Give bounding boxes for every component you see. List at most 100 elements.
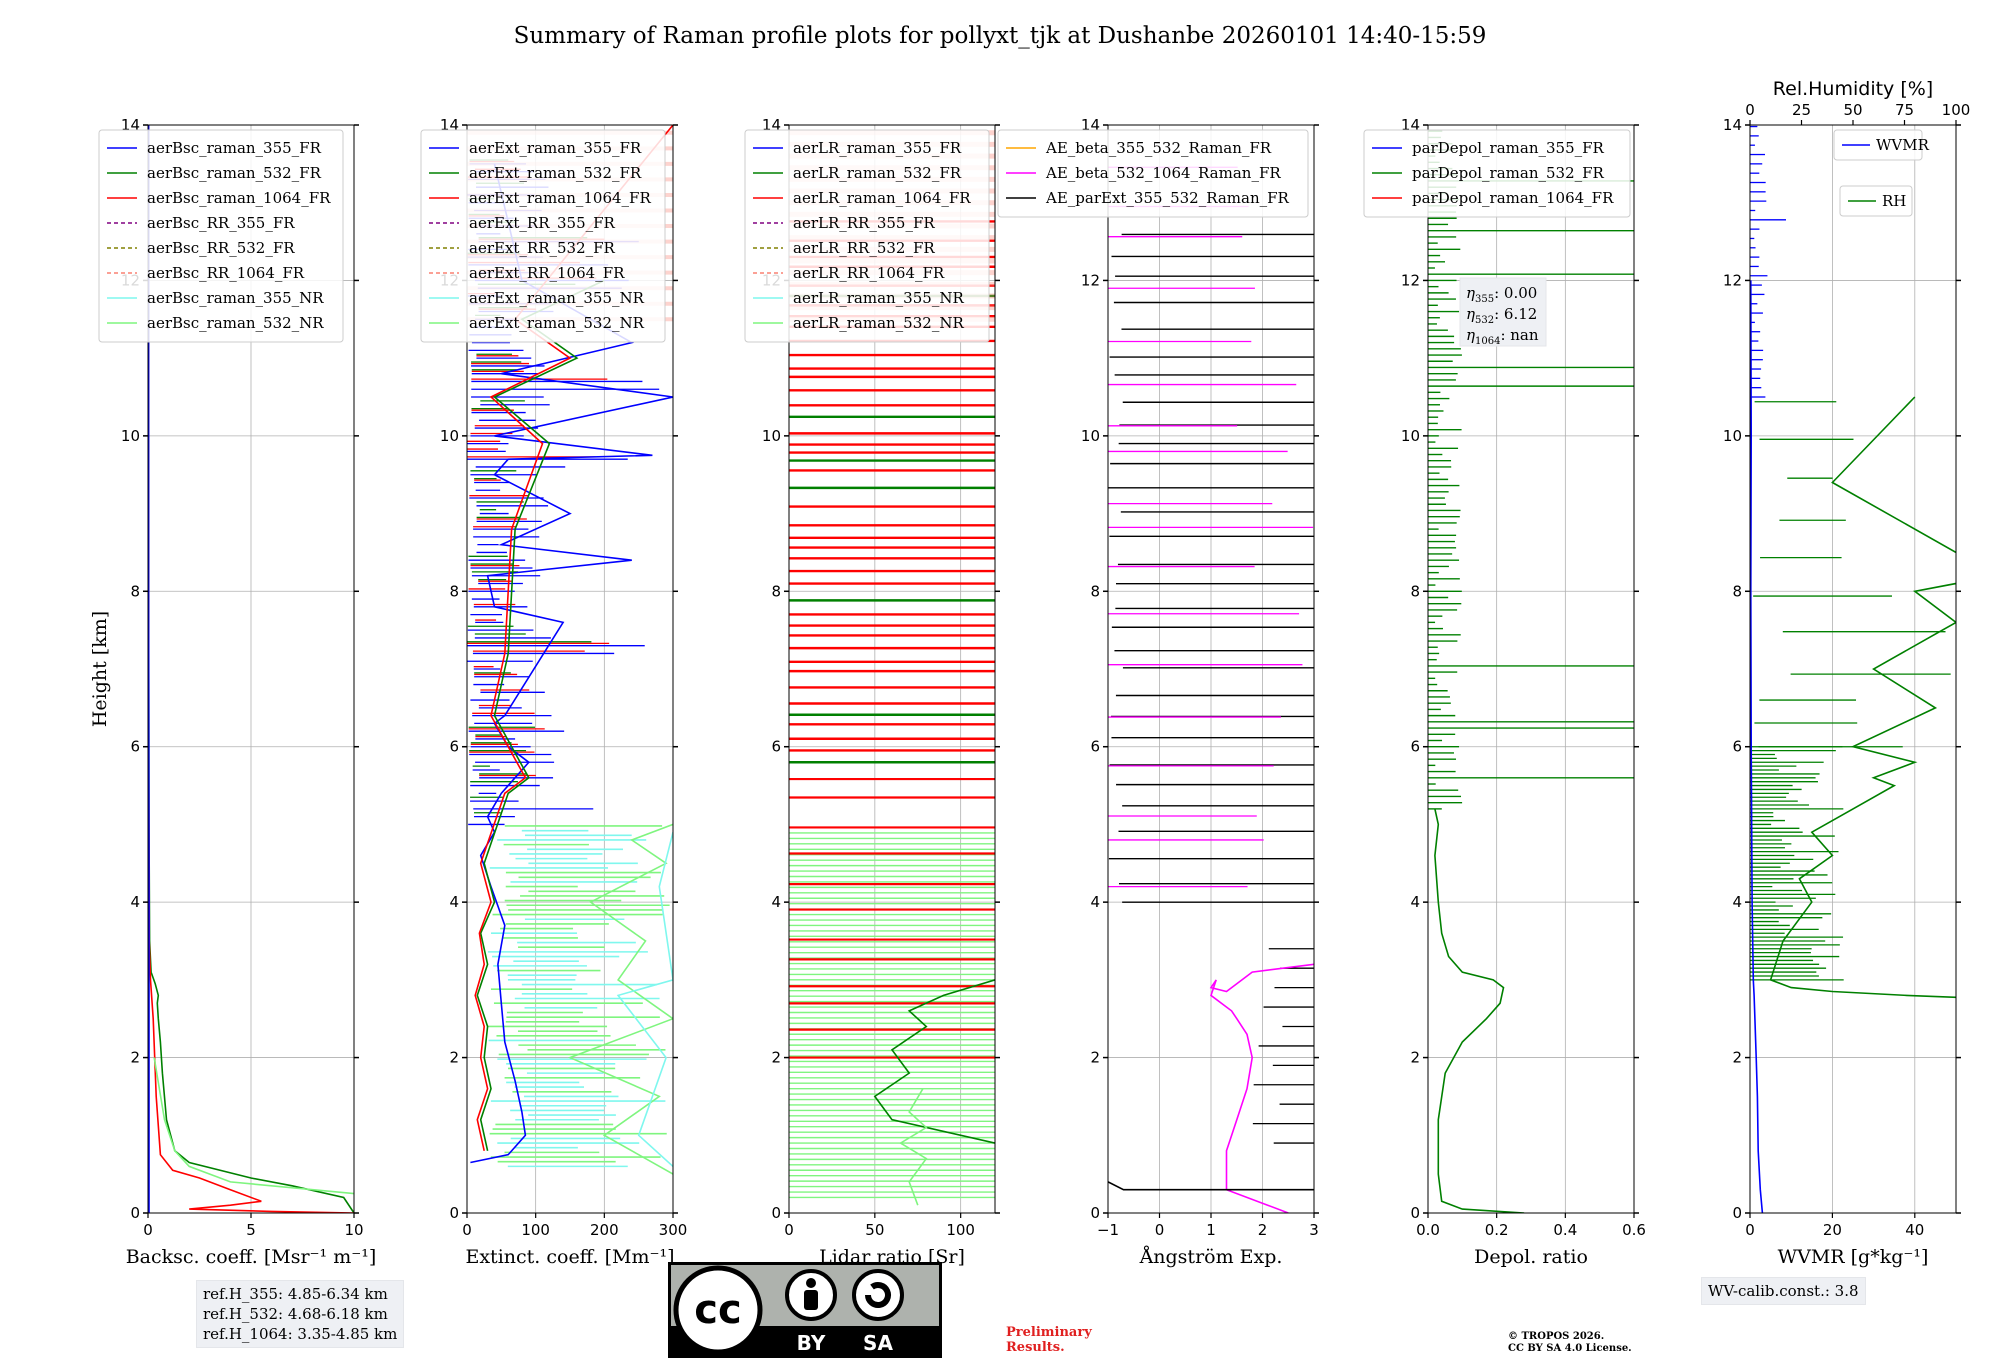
y-tick-label: 4	[130, 893, 140, 911]
x-tick-label: 0	[143, 1221, 153, 1239]
wv-calib-text: WV-calib.const.: 3.8	[1708, 1282, 1859, 1300]
series-aerExt_raman_1064_FR	[474, 125, 673, 1151]
y-tick-label: 10	[1723, 427, 1742, 445]
x-tick-label: 2	[1258, 1221, 1268, 1239]
y-tick-label: 4	[1090, 893, 1100, 911]
y-tick-label: 0	[1410, 1204, 1420, 1222]
x2-tick-label: 75	[1895, 101, 1914, 119]
series-AE_parExt_355_532_Raman_FR	[1108, 1181, 1314, 1191]
legend-label: aerExt_raman_532_FR	[469, 164, 642, 182]
x-tick-label: 100	[521, 1221, 550, 1239]
y-tick-label: 6	[1732, 738, 1742, 756]
legend-label: aerExt_RR_355_FR	[469, 214, 616, 232]
legend-label: AE_beta_532_1064_Raman_FR	[1045, 164, 1281, 182]
ref-height-355: ref.H_355: 4.85-6.34 km	[203, 1285, 388, 1303]
legend-label: RH	[1882, 192, 1906, 210]
y-tick-label: 4	[449, 893, 459, 911]
eta-355: η355: 0.00	[1466, 284, 1537, 305]
x-tick-label: 50	[865, 1221, 884, 1239]
legend-label: aerExt_raman_355_NR	[469, 289, 645, 307]
x-tick-label: 0	[1745, 1221, 1755, 1239]
legend-box	[997, 129, 1309, 218]
x-tick-label: 0	[462, 1221, 472, 1239]
y-tick-label: 12	[1081, 271, 1100, 289]
legend-label: parDepol_raman_355_FR	[1412, 139, 1605, 157]
series-parDepol_raman_532_FR	[1434, 808, 1525, 1213]
ref-height-1064: ref.H_1064: 3.35-4.85 km	[203, 1325, 398, 1343]
x-tick-label: 5	[246, 1221, 256, 1239]
y-tick-label: 8	[130, 582, 140, 600]
legend-box	[1833, 129, 1923, 161]
legend-label: aerBsc_raman_532_FR	[147, 164, 322, 182]
legend-label: AE_parExt_355_532_Raman_FR	[1045, 189, 1290, 207]
legend-label: aerBsc_raman_355_NR	[147, 289, 324, 307]
y-tick-label: 8	[1732, 582, 1742, 600]
y-tick-label: 12	[1723, 271, 1742, 289]
x-tick-label: 0.4	[1553, 1221, 1577, 1239]
series-aerBsc_raman_532_NR	[153, 1057, 354, 1195]
x2-tick-label: 50	[1843, 101, 1862, 119]
eta-box	[1459, 277, 1547, 347]
y-tick-label: 2	[1090, 1049, 1100, 1067]
legend-box	[98, 129, 344, 343]
y-tick-label: 8	[449, 582, 459, 600]
reference-heights-box: ref.H_355: 4.85-6.34 km ref.H_532: 4.68-…	[196, 1280, 405, 1348]
copyright-note: © TROPOS 2026. CC BY SA 4.0 License.	[1508, 1331, 1632, 1355]
figure-title: Summary of Raman profile plots for polly…	[514, 23, 1487, 49]
y-tick-label: 2	[771, 1049, 781, 1067]
legend-label: aerBsc_RR_532_FR	[147, 239, 295, 257]
legend-label: aerExt_raman_1064_FR	[469, 189, 651, 207]
legend-label: aerLR_raman_532_NR	[793, 314, 964, 332]
series-aerExt_raman_532_NR	[567, 823, 673, 1175]
y-tick-label: 4	[1410, 893, 1420, 911]
y-tick-label: 10	[440, 427, 459, 445]
y-tick-label: 10	[121, 427, 140, 445]
cc-by-sa-badge: cc BY SA	[668, 1262, 942, 1358]
x-tick-label: 0	[1155, 1221, 1165, 1239]
panels: 024681012140510Backsc. coeff. [Msr⁻¹ m⁻¹…	[89, 78, 1971, 1268]
x-tick-label: 3	[1309, 1221, 1319, 1239]
x2-tick-label: 100	[1942, 101, 1971, 119]
x2-tick-label: 0	[1745, 101, 1755, 119]
y-tick-label: 0	[130, 1204, 140, 1222]
y-tick-label: 6	[1090, 738, 1100, 756]
x-tick-label: 10	[344, 1221, 363, 1239]
x-tick-label: 100	[946, 1221, 975, 1239]
y-tick-label: 4	[1732, 893, 1742, 911]
x2-axis-label: Rel.Humidity [%]	[1773, 78, 1933, 100]
series-RH	[1769, 396, 1956, 999]
y-axis-label: Height [km]	[89, 611, 111, 727]
wv-calib-box: WV-calib.const.: 3.8	[1701, 1277, 1866, 1305]
y-tick-label: 10	[1401, 427, 1420, 445]
legend-label: aerLR_raman_355_FR	[793, 139, 962, 157]
x-axis-label: Backsc. coeff. [Msr⁻¹ m⁻¹]	[126, 1246, 377, 1268]
person-body-icon	[804, 1290, 818, 1310]
x-tick-label: 300	[659, 1221, 688, 1239]
x-tick-label: 200	[590, 1221, 619, 1239]
legend-label: aerBsc_raman_355_FR	[147, 139, 322, 157]
copyright-line-1: © TROPOS 2026.	[1508, 1331, 1605, 1342]
y-tick-label: 8	[1090, 582, 1100, 600]
legend-label: parDepol_raman_1064_FR	[1412, 189, 1614, 207]
series-AE_beta_532_1064_Raman_FR	[1209, 963, 1314, 1213]
y-tick-label: 2	[449, 1049, 459, 1067]
person-head-icon	[806, 1278, 816, 1288]
plot-area	[1108, 125, 1314, 1213]
legend-label: aerBsc_RR_1064_FR	[147, 264, 305, 282]
legend-label: aerLR_RR_532_FR	[793, 239, 935, 257]
y-tick-label: 0	[1090, 1204, 1100, 1222]
axes-frame	[1749, 124, 1957, 1214]
copyright-line-2: CC BY SA 4.0 License.	[1508, 1343, 1632, 1354]
plot-area	[1750, 125, 1956, 1213]
y-tick-label: 12	[1401, 271, 1420, 289]
series-WVMR	[1750, 280, 1764, 1213]
legend-label: aerLR_raman_1064_FR	[793, 189, 971, 207]
series-aerExt_raman_355_NR	[616, 832, 673, 1167]
share-alike-arrow-icon	[865, 1282, 891, 1308]
x-tick-label: −1	[1097, 1221, 1119, 1239]
legend-label: aerExt_RR_532_FR	[469, 239, 616, 257]
panel-lidar-ratio: 02468101214050100Lidar ratio [Sr]aerLR_r…	[744, 116, 1000, 1268]
